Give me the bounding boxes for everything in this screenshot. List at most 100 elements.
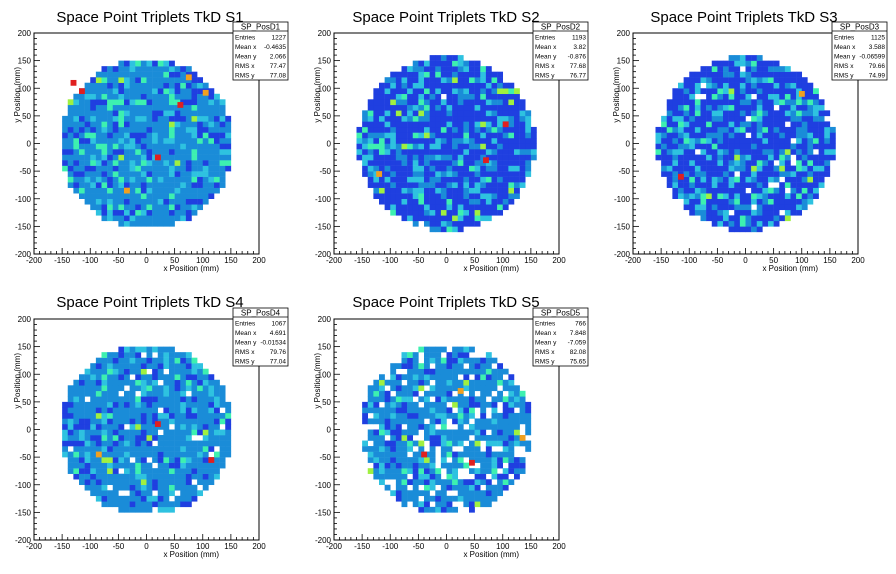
- heatmap-bin: [401, 187, 408, 194]
- heatmap-bin: [530, 149, 537, 155]
- heatmap-bin: [163, 346, 170, 353]
- heatmap-bin: [480, 104, 487, 111]
- heatmap-bin: [424, 412, 430, 419]
- heatmap-bin: [728, 149, 735, 155]
- heatmap-bin: [440, 506, 447, 513]
- heatmap-bin: [225, 143, 232, 150]
- heatmap-bin: [502, 451, 509, 458]
- stats-row-label: Mean y: [535, 340, 557, 347]
- heatmap-bin: [508, 418, 515, 425]
- heatmap-bin: [197, 137, 204, 144]
- heatmap-bin: [180, 385, 187, 392]
- heatmap-bin: [163, 418, 170, 425]
- heatmap-bin: [135, 171, 142, 177]
- heatmap-bin: [395, 451, 402, 458]
- heatmap-bin: [90, 468, 97, 474]
- heatmap-bin: [779, 143, 786, 150]
- heatmap-bin: [440, 115, 447, 122]
- heatmap-bin: [169, 435, 175, 441]
- heatmap-bin: [412, 215, 419, 222]
- heatmap-bin: [62, 407, 69, 414]
- heatmap-bin: [140, 204, 147, 211]
- heatmap-bin: [418, 346, 425, 353]
- heatmap-bin: [446, 171, 453, 177]
- heatmap-bin: [373, 457, 380, 463]
- heatmap-bin: [519, 126, 526, 133]
- heatmap-bin: [734, 220, 741, 227]
- heatmap-bin: [95, 440, 102, 447]
- heatmap-bin: [463, 66, 470, 72]
- heatmap-bin: [135, 160, 142, 166]
- heatmap-bin: [751, 66, 758, 72]
- heatmap-bin: [728, 220, 735, 227]
- heatmap-bin: [530, 126, 537, 133]
- heatmap-bin: [480, 423, 487, 430]
- heatmap-bin: [779, 99, 786, 106]
- heatmap-bin: [395, 401, 402, 408]
- heatmap-bin: [429, 132, 436, 139]
- stats-row-label: Mean y: [834, 54, 856, 61]
- heatmap-bin: [418, 209, 425, 216]
- heatmap-bin: [107, 187, 114, 194]
- heatmap-bin: [508, 115, 515, 122]
- heatmap-bin: [395, 429, 402, 436]
- heatmap-bin: [497, 435, 504, 441]
- heatmap-bin: [135, 193, 142, 199]
- heatmap-bin: [112, 149, 119, 155]
- heatmap-bin: [152, 473, 159, 480]
- heatmap-bin: [440, 165, 447, 172]
- heatmap-bin: [508, 93, 515, 100]
- heatmap-bin: [214, 182, 220, 188]
- heatmap-bin: [79, 193, 85, 199]
- heatmap-bin: [717, 132, 724, 139]
- heatmap-bin: [146, 352, 153, 358]
- heatmap-bin: [379, 374, 385, 381]
- heatmap-bin: [723, 132, 729, 139]
- heatmap-bin: [418, 418, 425, 425]
- heatmap-bin: [666, 154, 673, 161]
- heatmap-bin: [807, 143, 814, 150]
- heatmap-bin: [700, 187, 707, 194]
- heatmap-bin: [717, 204, 724, 211]
- heatmap-bin: [491, 457, 498, 463]
- heatmap-bin: [367, 407, 374, 414]
- heatmap-bin: [135, 93, 142, 100]
- heatmap-bin: [367, 435, 374, 441]
- heatmap-bin: [379, 93, 385, 100]
- heatmap-bin: [424, 115, 430, 122]
- heatmap-bin: [480, 165, 487, 172]
- heatmap-bin: [185, 66, 192, 72]
- heatmap-bin: [429, 484, 436, 491]
- heatmap-bin: [185, 468, 192, 474]
- heatmap-bin: [796, 171, 803, 177]
- heatmap-bin: [118, 396, 125, 403]
- heatmap-bin: [118, 479, 125, 486]
- heatmap-bin: [418, 368, 425, 375]
- heatmap-bin: [497, 429, 504, 436]
- heatmap-bin: [807, 82, 814, 89]
- heatmap-bin: [773, 154, 780, 161]
- heatmap-bin: [762, 160, 769, 166]
- heatmap-bin: [152, 160, 159, 166]
- heatmap-bin: [79, 418, 85, 425]
- heatmap-bin: [129, 368, 136, 375]
- heatmap-bin: [135, 440, 142, 447]
- heatmap-bin: [107, 435, 114, 441]
- heatmap-bin: [700, 77, 707, 83]
- heatmap-bin: [711, 149, 718, 155]
- heatmap-bin: [497, 121, 504, 128]
- heatmap-bin: [435, 126, 442, 133]
- heatmap-bin: [146, 401, 153, 408]
- chart-title: Space Point Triplets TkD S3: [650, 9, 837, 26]
- heatmap-bin: [407, 77, 414, 83]
- heatmap-bin: [362, 110, 369, 117]
- heatmap-bin: [491, 396, 498, 403]
- heatmap-bin: [429, 154, 436, 161]
- heatmap-bin: [429, 401, 436, 408]
- heatmap-bin: [384, 143, 391, 150]
- heatmap-bin: [440, 126, 447, 133]
- heatmap-bin: [435, 352, 442, 358]
- heatmap-bin: [180, 490, 187, 497]
- heatmap-hot-bin: [421, 451, 428, 458]
- heatmap-bin: [818, 115, 825, 122]
